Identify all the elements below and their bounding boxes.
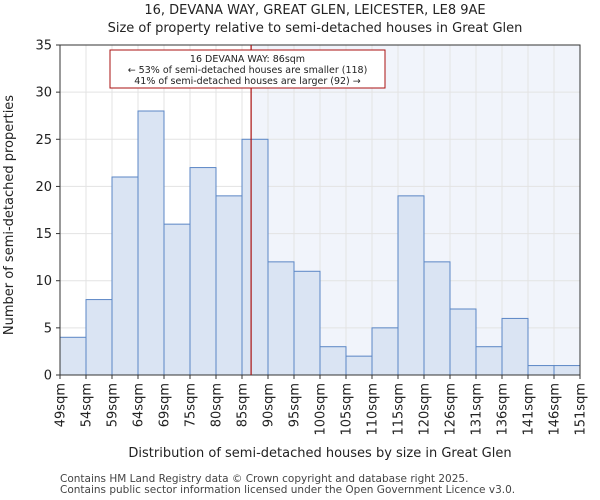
y-tick-label: 5: [44, 321, 52, 336]
bar-136sqm: [501, 317, 529, 376]
x-tick-label: 131sqm: [470, 383, 485, 436]
x-tick-label: 100sqm: [314, 383, 329, 436]
bar-131sqm: [475, 346, 503, 376]
y-tick-label: 35: [35, 39, 52, 54]
bar-115sqm: [397, 195, 425, 376]
bar-120sqm: [423, 261, 451, 376]
x-tick-label: 85sqm: [236, 383, 251, 427]
annotation-line-3: 41% of semi-detached houses are larger (…: [134, 76, 361, 87]
x-tick-label: 146sqm: [548, 383, 563, 436]
bar-146sqm: [553, 365, 581, 376]
bar-49sqm: [59, 336, 87, 376]
bar-64sqm: [137, 110, 165, 376]
bar-54sqm: [85, 299, 113, 376]
bar-110sqm: [371, 327, 399, 376]
bars: [59, 110, 581, 376]
x-tick-label: 120sqm: [418, 383, 433, 436]
bar-90sqm: [267, 261, 295, 376]
x-tick-label: 64sqm: [132, 383, 147, 427]
x-tick-label: 75sqm: [184, 383, 199, 427]
x-tick-label: 136sqm: [496, 383, 511, 436]
x-tick-label: 141sqm: [522, 383, 537, 436]
footer-line-2: Contains public sector information licen…: [60, 484, 516, 496]
x-tick-label: 115sqm: [392, 383, 407, 436]
y-tick-label: 15: [35, 227, 52, 242]
x-tick-label: 90sqm: [262, 383, 277, 427]
x-tick-label: 151sqm: [574, 383, 589, 436]
x-tick-label: 95sqm: [288, 383, 303, 427]
y-tick-label: 25: [35, 133, 52, 148]
y-ticks: 0 5 10 15 20 25 30 35: [35, 39, 60, 384]
bar-100sqm: [319, 346, 347, 376]
y-tick-label: 0: [44, 369, 52, 384]
bar-59sqm: [111, 176, 139, 376]
x-tick-label: 80sqm: [210, 383, 225, 427]
x-tick-label: 59sqm: [106, 383, 121, 427]
x-tick-label: 105sqm: [340, 383, 355, 436]
chart-title: 16, DEVANA WAY, GREAT GLEN, LEICESTER, L…: [144, 3, 485, 18]
bar-69sqm: [163, 223, 191, 376]
x-tick-label: 126sqm: [444, 383, 459, 436]
bar-105sqm: [345, 355, 373, 376]
bar-75sqm: [189, 167, 217, 376]
y-tick-label: 30: [35, 86, 52, 101]
annotation-box: [109, 49, 386, 89]
x-tick-label: 110sqm: [366, 383, 381, 436]
x-axis-label: Distribution of semi-detached houses by …: [128, 446, 511, 461]
annotation-line-2: ← 53% of semi-detached houses are smalle…: [128, 65, 368, 76]
bar-85sqm: [241, 138, 269, 376]
y-tick-label: 10: [35, 274, 52, 289]
y-axis-label: Number of semi-detached properties: [2, 95, 17, 335]
bar-141sqm: [527, 365, 555, 376]
annotation-line-1: 16 DEVANA WAY: 86sqm: [190, 54, 305, 65]
bar-95sqm: [293, 270, 321, 376]
x-tick-label: 54sqm: [80, 383, 95, 427]
bar-126sqm: [449, 308, 477, 376]
x-ticks: 49sqm 54sqm 59sqm 64sqm 69sqm 75sqm 80sqm 85sqm…: [54, 375, 589, 436]
footer-line-1: Contains HM Land Registry data © Crown c…: [60, 473, 469, 485]
x-tick-label: 69sqm: [158, 383, 173, 427]
bar-80sqm: [215, 195, 243, 376]
chart-subtitle: Size of property relative to semi-detach…: [108, 21, 523, 36]
x-tick-label: 49sqm: [54, 383, 69, 427]
y-tick-label: 20: [35, 180, 52, 195]
